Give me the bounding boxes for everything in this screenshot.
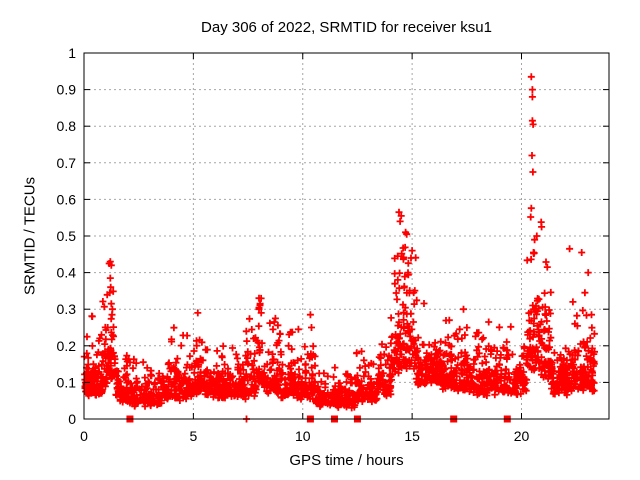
y-tick-label: 0.4 [57,265,77,281]
x-tick-label: 20 [514,428,530,444]
y-tick-label: 0.3 [57,301,77,317]
y-tick-label: 0.1 [57,374,77,390]
y-tick-label: 0.6 [57,191,77,207]
data-points [80,73,598,423]
x-axis-label: GPS time / hours [289,452,404,469]
y-tick-label: 0 [68,411,76,427]
y-tick-label: 0.8 [57,118,77,134]
x-tick-label: 0 [80,428,88,444]
x-tick-label: 15 [404,428,420,444]
chart-title: Day 306 of 2022, SRMTID for receiver ksu… [201,19,492,36]
y-tick-label: 0.2 [57,338,77,354]
y-tick-label: 0.5 [57,228,77,244]
y-tick-label: 1 [68,45,76,61]
x-tick-label: 5 [189,428,197,444]
y-tick-label: 0.7 [57,155,77,171]
y-tick-label: 0.9 [57,82,77,98]
x-tick-label: 10 [295,428,311,444]
